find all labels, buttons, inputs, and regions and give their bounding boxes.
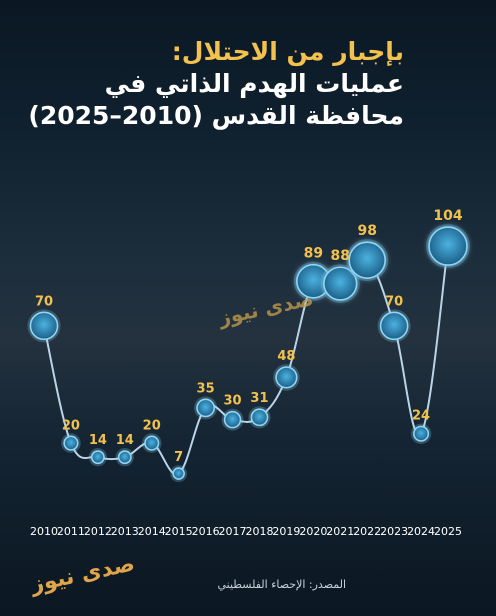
x-tick-2016: 2016 xyxy=(192,525,220,538)
title-line-2: عمليات الهدم الذاتي في xyxy=(104,69,404,98)
data-label-2012: 14 xyxy=(89,433,107,448)
data-label-2023: 70 xyxy=(385,294,403,309)
data-point-2018 xyxy=(250,408,269,427)
data-label-2015: 7 xyxy=(174,450,183,465)
data-point-2013 xyxy=(117,450,132,465)
data-label-2013: 14 xyxy=(116,433,134,448)
x-tick-2021: 2021 xyxy=(326,525,354,538)
markers-group xyxy=(27,224,470,483)
x-tick-2019: 2019 xyxy=(272,525,300,538)
data-label-2010: 70 xyxy=(35,294,53,309)
data-point-2022 xyxy=(348,241,386,279)
data-point-2024 xyxy=(413,425,430,442)
x-tick-2015: 2015 xyxy=(165,525,193,538)
data-label-2018: 31 xyxy=(250,391,268,406)
data-point-2021 xyxy=(323,266,358,301)
data-label-2016: 35 xyxy=(197,381,215,396)
data-label-2011: 20 xyxy=(62,418,80,433)
x-tick-2011: 2011 xyxy=(57,525,85,538)
data-label-2019: 48 xyxy=(277,349,295,364)
title-line-3: محافظة القدس (2010–2025) xyxy=(28,101,404,130)
x-tick-2018: 2018 xyxy=(245,525,273,538)
data-point-2014 xyxy=(144,435,160,451)
x-tick-2013: 2013 xyxy=(111,525,139,538)
data-point-2017 xyxy=(223,410,242,429)
x-tick-2010: 2010 xyxy=(30,525,58,538)
chart-title: بإجبار من الاحتلال: عمليات الهدم الذاتي … xyxy=(24,36,404,132)
data-point-2023 xyxy=(379,311,409,341)
data-label-2020: 89 xyxy=(304,246,323,262)
x-tick-2014: 2014 xyxy=(138,525,166,538)
title-line-1: بإجبار من الاحتلال: xyxy=(171,37,404,66)
data-point-2011 xyxy=(63,435,79,451)
x-tick-2012: 2012 xyxy=(84,525,112,538)
x-tick-2024: 2024 xyxy=(407,525,435,538)
data-point-2015 xyxy=(172,467,185,480)
data-label-2014: 20 xyxy=(143,418,161,433)
data-label-2022: 98 xyxy=(357,223,376,239)
x-tick-2022: 2022 xyxy=(353,525,381,538)
source-note: المصدر: الإحصاء الفلسطيني xyxy=(217,578,346,591)
x-tick-2023: 2023 xyxy=(380,525,408,538)
data-point-2025 xyxy=(428,226,468,266)
data-point-2012 xyxy=(90,450,105,465)
data-label-2021: 88 xyxy=(331,248,350,264)
data-label-2017: 30 xyxy=(223,394,241,409)
x-tick-2020: 2020 xyxy=(299,525,327,538)
x-tick-labels-group: 2010201120122013201420152016201720182019… xyxy=(30,525,462,538)
data-point-2010 xyxy=(29,311,59,341)
data-label-2024: 24 xyxy=(412,408,430,423)
data-labels-group: 70 20 14 14 20 7 35 30 31 48 89 88 98 70 24 104 xyxy=(35,208,463,465)
data-label-2025: 104 xyxy=(433,208,462,224)
x-tick-2025: 2025 xyxy=(434,525,462,538)
data-point-2019 xyxy=(275,366,298,389)
data-point-2016 xyxy=(196,398,215,418)
x-tick-2017: 2017 xyxy=(219,525,247,538)
